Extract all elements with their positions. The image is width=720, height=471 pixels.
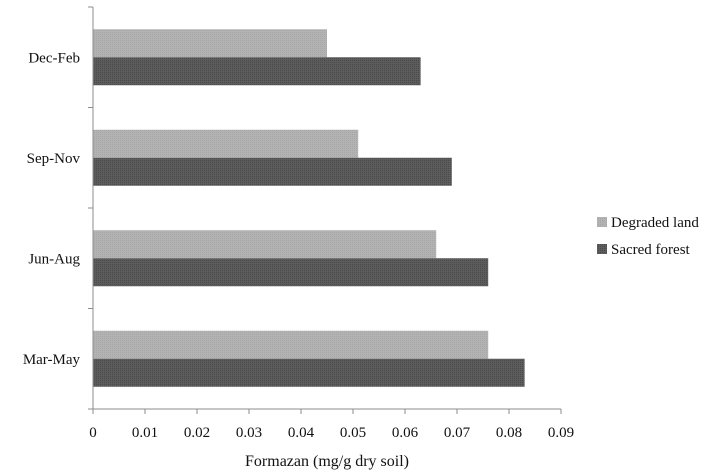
legend-swatch-sacred-forest: [597, 244, 607, 254]
bar-degraded-land-dec-feb: [93, 29, 327, 58]
x-tick-label: 0.03: [236, 425, 262, 441]
x-tick-label: 0.07: [444, 425, 471, 441]
bar-degraded-land-sep-nov: [93, 129, 359, 158]
legend-label-degraded-land: Degraded land: [611, 215, 699, 231]
bars-group: [93, 29, 525, 387]
bar-sacred-forest-mar-may: [93, 358, 525, 387]
y-ticks-group: Dec-Feb Sep-Nov Jun-Aug Mar-May: [23, 6, 93, 410]
bar-sacred-forest-dec-feb: [93, 57, 421, 86]
bar-degraded-land-jun-aug: [93, 230, 437, 259]
x-axis-label: Formazan (mg/g dry soil): [245, 453, 409, 470]
x-tick-label: 0.04: [288, 425, 315, 441]
category-label-dec-feb: Dec-Feb: [28, 50, 80, 66]
x-tick-label: 0.08: [496, 425, 522, 441]
x-ticks-group: 0 0.01 0.02 0.03 0.04 0.05 0.06 0.07 0.08 0.09: [89, 409, 574, 441]
category-label-jun-aug: Jun-Aug: [28, 251, 80, 267]
legend: Degraded land Sacred forest: [597, 215, 699, 258]
category-label-sep-nov: Sep-Nov: [27, 151, 81, 167]
legend-label-sacred-forest: Sacred forest: [611, 242, 691, 258]
x-tick-label: 0.01: [132, 425, 158, 441]
bar-sacred-forest-jun-aug: [93, 258, 489, 287]
x-tick-label: 0.06: [392, 425, 419, 441]
x-tick-label: 0.02: [184, 425, 210, 441]
x-tick-label: 0.05: [340, 425, 366, 441]
category-label-mar-may: Mar-May: [23, 352, 81, 368]
x-tick-label: 0: [89, 425, 97, 441]
bar-sacred-forest-sep-nov: [93, 157, 452, 186]
x-tick-label: 0.09: [548, 425, 574, 441]
bar-degraded-land-mar-may: [93, 330, 489, 359]
legend-swatch-degraded-land: [597, 217, 607, 227]
